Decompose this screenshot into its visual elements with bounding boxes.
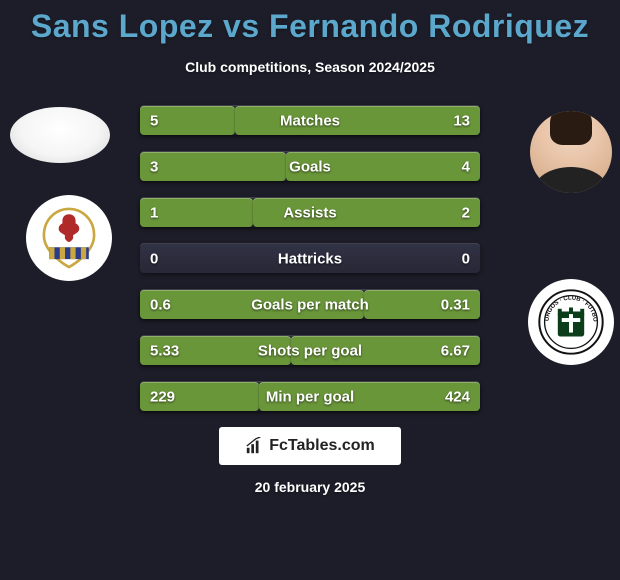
footer: FcTables.com 20 february 2025: [0, 427, 620, 495]
brand-badge: FcTables.com: [219, 427, 401, 465]
stat-label: Assists: [283, 204, 336, 221]
burgos-crest-icon: BURGOS · CLUB · FUTBOL: [538, 289, 604, 355]
club-right-crest: BURGOS · CLUB · FUTBOL: [528, 279, 614, 365]
stat-label: Shots per goal: [258, 342, 362, 359]
stat-label: Goals per match: [251, 296, 369, 313]
stat-row: 0.6 0.31 Goals per match: [140, 289, 480, 319]
stat-label: Min per goal: [266, 388, 354, 405]
stat-row: 1 2 Assists: [140, 197, 480, 227]
stat-value-left: 3: [150, 158, 158, 175]
stat-value-right: 0: [462, 250, 470, 267]
stat-value-left: 229: [150, 388, 175, 405]
stat-value-left: 5: [150, 112, 158, 129]
stat-bars: 5 13 Matches 3 4 Goals 1 2 Assists 0 0 Hattricks 0.6…: [140, 105, 480, 411]
player-right-photo: [530, 111, 612, 193]
zaragoza-crest-icon: [36, 205, 102, 271]
stat-row: 229 424 Min per goal: [140, 381, 480, 411]
player-left-photo: [10, 107, 110, 163]
stat-row: 3 4 Goals: [140, 151, 480, 181]
stat-value-right: 4: [462, 158, 470, 175]
stat-label: Goals: [289, 158, 331, 175]
stat-value-right: 13: [453, 112, 470, 129]
stat-value-left: 0: [150, 250, 158, 267]
stat-fill-right: [235, 106, 480, 135]
stat-value-left: 1: [150, 204, 158, 221]
stat-fill-left: [140, 152, 286, 181]
page-title: Sans Lopez vs Fernando Rodriquez: [0, 0, 620, 45]
stat-value-right: 2: [462, 204, 470, 221]
stat-row: 0 0 Hattricks: [140, 243, 480, 273]
stat-value-left: 5.33: [150, 342, 179, 359]
stat-label: Matches: [280, 112, 340, 129]
club-left-crest: [26, 195, 112, 281]
stat-label: Hattricks: [278, 250, 342, 267]
subtitle: Club competitions, Season 2024/2025: [0, 59, 620, 75]
brand-chart-icon: [245, 437, 263, 455]
stat-value-right: 424: [445, 388, 470, 405]
stat-row: 5.33 6.67 Shots per goal: [140, 335, 480, 365]
brand-text: FcTables.com: [269, 437, 375, 455]
stat-value-right: 6.67: [441, 342, 470, 359]
stat-value-right: 0.31: [441, 296, 470, 313]
stat-row: 5 13 Matches: [140, 105, 480, 135]
stat-value-left: 0.6: [150, 296, 171, 313]
comparison-panel: BURGOS · CLUB · FUTBOL 5 13 Matches 3 4 Goals…: [0, 105, 620, 411]
date-text: 20 february 2025: [0, 479, 620, 495]
